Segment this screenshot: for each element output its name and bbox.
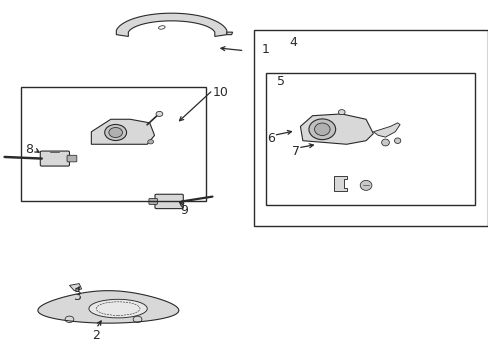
Ellipse shape bbox=[89, 299, 147, 318]
Text: 10: 10 bbox=[212, 86, 228, 99]
Ellipse shape bbox=[394, 138, 400, 144]
Circle shape bbox=[147, 140, 153, 144]
Text: 9: 9 bbox=[180, 204, 187, 217]
Circle shape bbox=[156, 111, 163, 116]
Ellipse shape bbox=[360, 180, 371, 190]
Ellipse shape bbox=[314, 123, 329, 135]
Polygon shape bbox=[334, 176, 346, 191]
Polygon shape bbox=[300, 114, 372, 144]
Bar bbox=[254, 30, 487, 226]
Ellipse shape bbox=[308, 119, 335, 140]
Bar bbox=[266, 73, 474, 205]
Text: 2: 2 bbox=[92, 329, 100, 342]
Text: 7: 7 bbox=[291, 145, 299, 158]
Polygon shape bbox=[226, 32, 232, 35]
FancyBboxPatch shape bbox=[67, 155, 77, 162]
FancyBboxPatch shape bbox=[149, 198, 157, 204]
Polygon shape bbox=[38, 291, 179, 323]
Polygon shape bbox=[69, 284, 81, 291]
Text: 4: 4 bbox=[288, 36, 296, 49]
Polygon shape bbox=[91, 119, 154, 144]
Circle shape bbox=[338, 110, 345, 114]
Text: 5: 5 bbox=[276, 75, 285, 88]
FancyBboxPatch shape bbox=[40, 151, 69, 166]
Ellipse shape bbox=[381, 139, 388, 146]
Polygon shape bbox=[116, 13, 226, 36]
Text: 3: 3 bbox=[73, 289, 81, 303]
Polygon shape bbox=[372, 123, 399, 137]
Bar bbox=[21, 87, 205, 202]
Ellipse shape bbox=[109, 127, 122, 138]
FancyBboxPatch shape bbox=[155, 194, 183, 208]
Text: 6: 6 bbox=[267, 132, 275, 145]
Text: 1: 1 bbox=[261, 43, 269, 56]
Text: 8: 8 bbox=[25, 143, 34, 156]
Ellipse shape bbox=[104, 125, 126, 140]
